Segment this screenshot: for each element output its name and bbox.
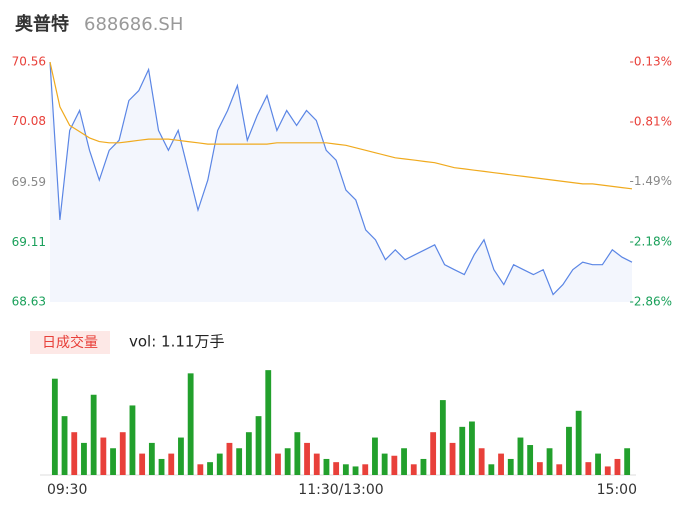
volume-bar [517,437,524,475]
volume-bar [410,464,417,475]
volume-bar [148,442,155,475]
volume-bar [207,462,213,475]
volume-bar [381,453,388,475]
y-tick-label: 70.08 [12,114,46,128]
volume-bar [566,426,572,475]
volume-bar [556,464,563,475]
volume-bar [536,462,543,475]
volume-bar [430,432,437,475]
y-tick-label: 69.59 [12,175,46,189]
volume-bar [81,442,87,475]
volume-bar [236,448,243,475]
volume-bar [71,432,78,475]
volume-bar [119,432,126,475]
volume-bar [420,458,427,475]
volume-bar [604,466,611,475]
volume-bar [139,453,146,475]
y2-tick-label: -1.49% [630,174,672,188]
volume-bar [391,455,398,475]
y2-tick-label: -0.13% [630,55,672,69]
volume-bar [275,453,281,475]
y-tick-label: 69.11 [12,235,46,249]
volume-bar [110,448,116,475]
price-line [49,61,633,296]
volume-bar [478,448,485,475]
volume-bar [284,448,291,475]
volume-bar [352,466,359,475]
volume-bar [61,416,68,475]
volume-bar [187,373,194,475]
volume-bar [304,442,310,475]
y2-tick-label: -2.18% [630,235,672,249]
volume-bar [527,445,534,475]
volume-bar [255,416,262,475]
volume-bar [372,437,378,475]
volume-bar [51,378,58,475]
volume-bar [488,464,495,475]
volume-bar [226,442,233,475]
volume-bar [129,405,136,475]
volume-bar [158,458,165,475]
volume-bar [178,437,184,475]
volume-bar [90,394,97,475]
volume-total: vol: 1.11万手 [129,333,224,351]
volume-bar [323,458,330,475]
volume-bar [216,453,223,475]
volume-bar [449,442,456,475]
volume-title: 日成交量 [42,334,98,351]
volume-bar [614,458,621,475]
volume-bar [595,453,601,475]
x-tick-label: 15:00 [597,482,637,498]
volume-bar [401,448,407,475]
y2-tick-label: -0.81% [630,114,672,128]
y2-tick-label: -2.86% [630,295,672,309]
y-tick-label: 68.63 [12,295,46,309]
volume-badge [30,331,110,354]
avg-line [49,61,633,190]
volume-bar [294,432,301,475]
volume-bar [313,453,320,475]
x-tick-label: 09:30 [47,482,87,498]
volume-bar [585,462,592,475]
y-tick-label: 70.56 [12,55,46,69]
volume-bar [362,464,369,475]
price-area [50,62,632,302]
x-tick-label: 11:30/13:00 [298,482,383,498]
volume-bar [459,426,466,475]
volume-bar [265,370,272,475]
stock-code: 688686.SH [84,14,183,35]
volume-bar [245,432,252,475]
volume-bar [469,421,475,475]
volume-bar [546,448,553,475]
volume-bar [100,437,107,475]
volume-bar [197,464,204,475]
volume-bar [498,453,504,475]
volume-bar [333,462,340,475]
stock-name: 奥普特 [15,13,69,35]
volume-bar [342,464,349,475]
volume-bar [575,410,582,475]
volume-bar [168,453,175,475]
volume-bar [624,448,631,475]
volume-bar [439,400,446,475]
volume-bar [507,458,514,475]
